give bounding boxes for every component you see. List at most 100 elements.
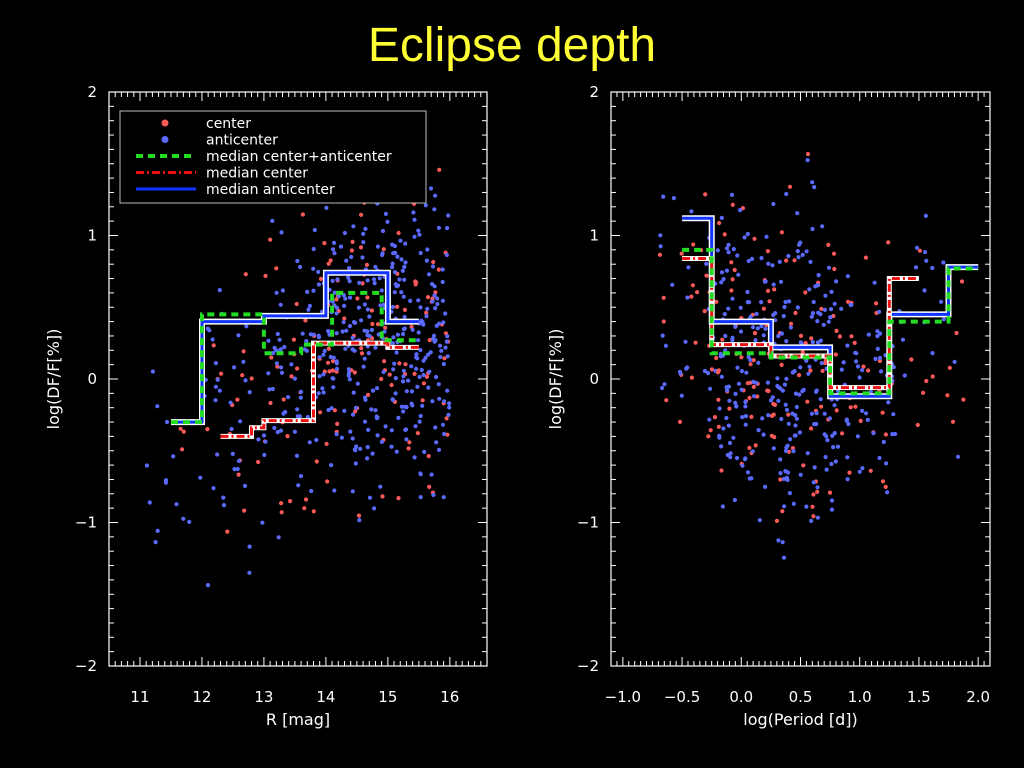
center-point [294, 301, 299, 307]
anticenter-point [393, 282, 398, 287]
anticenter-point [279, 230, 284, 235]
center-point [324, 441, 329, 446]
anticenter-point [317, 374, 322, 379]
anticenter-point [432, 339, 437, 344]
center-point [379, 376, 384, 382]
anticenter-point [830, 433, 835, 438]
anticenter-point [403, 427, 408, 432]
anticenter-point [790, 370, 795, 375]
anticenter-point [815, 515, 821, 520]
anticenter-point [683, 339, 688, 344]
anticenter-point [717, 433, 722, 438]
anticenter-point [198, 475, 203, 480]
anticenter-point [391, 251, 396, 256]
anticenter-point [826, 265, 832, 270]
anticenter-point [786, 421, 791, 426]
center-point [789, 321, 794, 326]
anticenter-point [433, 193, 438, 198]
anticenter-point [350, 412, 356, 417]
anticenter-point [247, 570, 252, 575]
anticenter-point [829, 498, 835, 503]
anticenter-point [779, 331, 785, 336]
anticenter-point [356, 305, 361, 310]
anticenter-point [743, 404, 748, 409]
anticenter-point [796, 255, 801, 260]
center-point [761, 306, 767, 311]
anticenter-point [436, 225, 442, 230]
center-point [424, 374, 429, 379]
anticenter-point [213, 398, 218, 403]
anticenter-point [736, 272, 741, 277]
anticenter-point [393, 391, 398, 396]
x-tick-label: 13 [254, 688, 273, 706]
anticenter-point [726, 306, 731, 311]
anticenter-point [322, 348, 327, 354]
center-point [720, 337, 725, 342]
anticenter-point [414, 355, 419, 360]
anticenter-point [426, 272, 432, 277]
legend-label: median center+anticenter [206, 149, 392, 165]
anticenter-point [256, 437, 261, 442]
anticenter-point [662, 382, 667, 387]
anticenter-point [809, 518, 814, 524]
anticenter-point [730, 296, 735, 301]
x-tick-label: −1.0 [605, 688, 641, 706]
anticenter-point [434, 374, 439, 380]
anticenter-point [403, 260, 408, 265]
anticenter-point [408, 298, 413, 303]
anticenter-point [294, 453, 300, 458]
center-point [834, 328, 839, 333]
anticenter-point [784, 475, 790, 480]
center-point [268, 237, 273, 242]
anticenter-point [361, 364, 366, 369]
anticenter-point [372, 506, 377, 511]
anticenter-point [396, 415, 401, 420]
anticenter-point [395, 254, 400, 259]
center-point [848, 405, 853, 410]
anticenter-point [806, 371, 811, 376]
center-point [747, 445, 752, 450]
center-point [358, 245, 364, 250]
anticenter-point [422, 449, 427, 454]
center-point [445, 432, 450, 437]
anticenter-point [782, 504, 787, 509]
anticenter-point [229, 426, 234, 432]
anticenter-point [441, 495, 446, 500]
anticenter-point [370, 388, 376, 393]
anticenter-point [795, 305, 801, 310]
anticenter-point [344, 258, 349, 263]
center-point [803, 290, 808, 295]
anticenter-point [443, 311, 448, 316]
anticenter-point [793, 391, 799, 396]
anticenter-point [236, 333, 241, 338]
anticenter-point [390, 242, 395, 247]
center-point [779, 230, 785, 235]
anticenter-point [187, 519, 192, 525]
center-point [396, 496, 401, 501]
anticenter-point [424, 258, 429, 263]
x-tick-label: 16 [440, 688, 459, 706]
anticenter-point [329, 406, 334, 411]
anticenter-point [805, 158, 810, 163]
anticenter-point [391, 367, 396, 372]
center-point [714, 299, 719, 304]
anticenter-point [432, 293, 437, 298]
center-point [268, 400, 273, 406]
anticenter-point [362, 395, 368, 400]
anticenter-point [816, 273, 821, 278]
anticenter-point [213, 361, 218, 366]
anticenter-point [818, 397, 823, 402]
anticenter-point [242, 483, 248, 488]
anticenter-point [399, 290, 404, 295]
center-point [360, 281, 365, 286]
anticenter-point [756, 428, 761, 433]
center-point [809, 426, 814, 431]
anticenter-point [331, 376, 336, 381]
center-point [431, 259, 436, 265]
anticenter-point [361, 240, 366, 245]
anticenter-point [211, 486, 216, 491]
center-point [241, 349, 246, 354]
anticenter-point [430, 264, 436, 269]
anticenter-point [776, 385, 781, 390]
anticenter-point [423, 203, 428, 208]
